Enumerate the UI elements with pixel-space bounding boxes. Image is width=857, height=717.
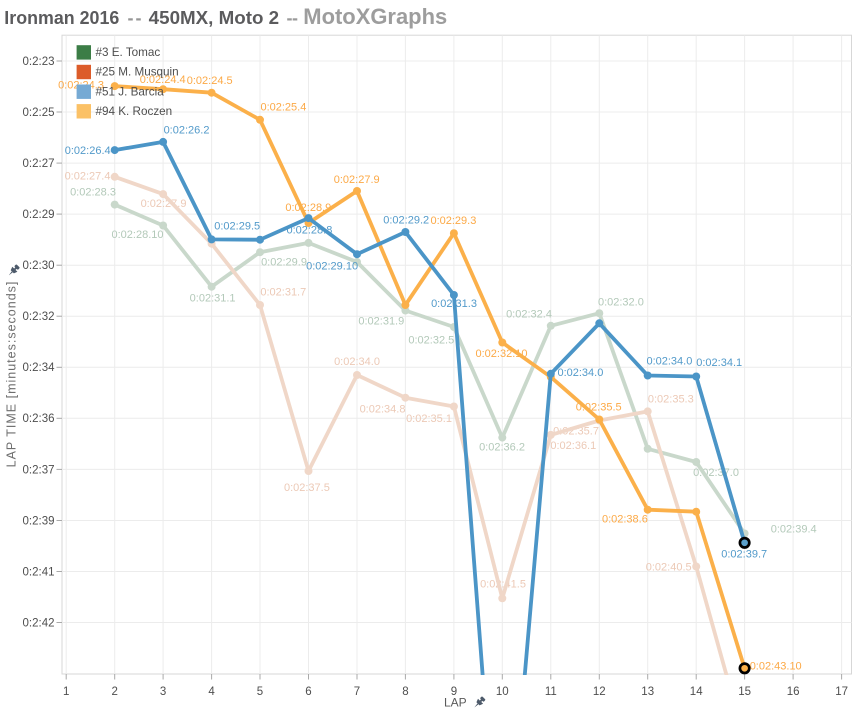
svg-text:0:02:39.7: 0:02:39.7 (721, 549, 767, 561)
svg-text:0:2:29: 0:2:29 (23, 209, 55, 221)
svg-text:0:02:32.0: 0:02:32.0 (598, 296, 644, 308)
svg-text:0:02:27.4: 0:02:27.4 (65, 170, 111, 182)
svg-text:0:02:35.1: 0:02:35.1 (406, 413, 452, 425)
svg-text:0:02:31.1: 0:02:31.1 (190, 293, 236, 305)
svg-text:0:2:34: 0:2:34 (23, 362, 56, 374)
svg-text:0:02:36.2: 0:02:36.2 (479, 441, 525, 453)
svg-text:15: 15 (738, 686, 751, 698)
svg-text:0:2:32: 0:2:32 (23, 311, 55, 323)
svg-text:#51 J. Barcia: #51 J. Barcia (96, 85, 165, 98)
svg-text:0:2:30: 0:2:30 (23, 260, 55, 272)
svg-text:0:02:32.5: 0:02:32.5 (408, 335, 454, 347)
svg-text:#3 E. Tomac: #3 E. Tomac (96, 46, 161, 59)
svg-text:0:2:36: 0:2:36 (23, 413, 55, 425)
svg-text:#25 M. Musquin: #25 M. Musquin (96, 66, 179, 79)
svg-text:0:02:34.0: 0:02:34.0 (334, 356, 380, 368)
svg-text:LAP TIME [minutes:seconds]: LAP TIME [minutes:seconds] (5, 281, 19, 468)
svg-text:5: 5 (257, 686, 263, 698)
svg-text:0:02:29.3: 0:02:29.3 (430, 215, 476, 227)
svg-text:14: 14 (690, 686, 703, 698)
svg-text:12: 12 (593, 686, 606, 698)
svg-text:0:02:28.10: 0:02:28.10 (112, 229, 164, 241)
svg-text:0:02:37.5: 0:02:37.5 (284, 482, 330, 494)
svg-text:13: 13 (641, 686, 654, 698)
svg-text:8: 8 (402, 686, 408, 698)
svg-text:0:02:29.10: 0:02:29.10 (306, 261, 358, 273)
svg-text:2: 2 (111, 686, 117, 698)
svg-text:6: 6 (305, 686, 311, 698)
svg-text:0:2:39: 0:2:39 (23, 515, 55, 527)
svg-text:0:02:28.3: 0:02:28.3 (70, 186, 116, 198)
svg-text:11: 11 (545, 686, 557, 698)
svg-text:0:2:25: 0:2:25 (23, 107, 55, 119)
svg-text:0:02:40.5: 0:02:40.5 (646, 561, 692, 573)
svg-text:0:02:29.2: 0:02:29.2 (383, 214, 429, 226)
svg-text:0:02:29.5: 0:02:29.5 (214, 221, 260, 233)
svg-text:0:02:25.4: 0:02:25.4 (260, 101, 306, 113)
svg-text:0:2:27: 0:2:27 (23, 158, 55, 170)
svg-text:0:2:41: 0:2:41 (23, 566, 55, 578)
svg-text:0:2:37: 0:2:37 (23, 464, 55, 476)
svg-text:0:02:34.1: 0:02:34.1 (696, 357, 742, 369)
svg-text:10: 10 (496, 686, 509, 698)
svg-text:0:02:26.2: 0:02:26.2 (164, 124, 210, 136)
svg-text:0:02:32.4: 0:02:32.4 (506, 309, 552, 321)
svg-text:0:02:24.5: 0:02:24.5 (187, 75, 233, 87)
svg-text:LAP: LAP (444, 696, 467, 710)
svg-text:Ironman 2016--450MX, Moto 2--M: Ironman 2016 -- 450MX, Moto 2 -- MotoXGraphs (4, 4, 447, 29)
svg-text:0:02:26.4: 0:02:26.4 (65, 145, 111, 157)
svg-text:16: 16 (787, 686, 800, 698)
svg-text:9: 9 (451, 686, 457, 698)
svg-text:0:2:42: 0:2:42 (23, 617, 55, 629)
svg-text:0:02:34.8: 0:02:34.8 (360, 403, 406, 415)
svg-text:0:02:38.6: 0:02:38.6 (602, 514, 648, 526)
svg-text:0:02:34.0: 0:02:34.0 (646, 355, 692, 367)
svg-text:0:02:35.3: 0:02:35.3 (648, 394, 694, 406)
svg-text:0:2:23: 0:2:23 (23, 56, 55, 68)
svg-text:1: 1 (63, 686, 69, 698)
svg-text:3: 3 (160, 686, 166, 698)
svg-text:#94 K. Roczen: #94 K. Roczen (96, 105, 173, 118)
svg-text:0:02:41.5: 0:02:41.5 (480, 578, 526, 590)
svg-text:0:02:24.4: 0:02:24.4 (140, 74, 186, 86)
svg-text:0:02:28.9: 0:02:28.9 (285, 202, 331, 214)
svg-text:0:02:39.4: 0:02:39.4 (771, 524, 817, 536)
svg-text:17: 17 (835, 686, 848, 698)
svg-text:0:02:31.7: 0:02:31.7 (260, 287, 306, 299)
svg-text:0:02:29.9: 0:02:29.9 (261, 257, 307, 269)
svg-text:0:02:31.9: 0:02:31.9 (358, 316, 404, 328)
svg-text:0:02:36.1: 0:02:36.1 (550, 440, 596, 452)
svg-text:0:02:43.10: 0:02:43.10 (750, 661, 802, 673)
svg-text:0:02:35.7: 0:02:35.7 (553, 425, 599, 437)
svg-text:0:02:34.0: 0:02:34.0 (557, 367, 603, 379)
svg-text:0:02:27.9: 0:02:27.9 (334, 174, 380, 186)
svg-text:4: 4 (208, 686, 215, 698)
svg-text:7: 7 (354, 686, 360, 698)
